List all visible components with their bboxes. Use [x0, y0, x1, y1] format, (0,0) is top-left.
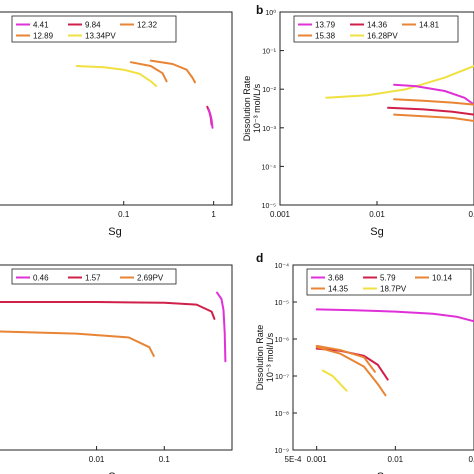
y-tick-label: 10⁻³ — [262, 126, 276, 133]
y-tick-label: 10⁻⁹ — [275, 448, 289, 455]
series-line-2.69PV — [0, 330, 155, 357]
series-line-12.32 — [149, 59, 196, 84]
legend-label: 14.81 — [419, 21, 440, 30]
x-tick-label: 0.1 — [118, 210, 130, 219]
y-axis-unit: 10⁻³ mol/L/s — [252, 83, 262, 133]
legend-label: 18.7PV — [380, 285, 407, 294]
x-tick-label: 0.1 — [468, 455, 474, 464]
panel-1: b 0.001 0.01 0.1 10⁰ 10⁻¹ 10⁻² 10⁻³ 10⁻⁴ 10⁻⁵ Sg Di… — [242, 3, 474, 238]
legend-label: 14.36 — [367, 21, 388, 30]
legend-box — [293, 15, 459, 43]
series-group — [0, 291, 227, 363]
x-tick-label: 0.1 — [468, 210, 474, 219]
legend-label: 13.79 — [315, 21, 336, 30]
legend-box — [11, 15, 177, 43]
series-line-4.41 — [207, 108, 214, 129]
y-tick-label: 10⁻⁴ — [262, 164, 277, 171]
series-line-13.79 — [393, 83, 474, 106]
panel-3: d 5E-4 0.001 0.01 0.1 10⁻⁴ 10⁻⁵ 10⁻⁶ 10⁻⁷ 10⁻⁸ 10⁻… — [255, 251, 474, 474]
series-line-14.81 — [393, 98, 474, 106]
y-tick-label: 10⁻² — [262, 87, 276, 94]
plot-frame — [292, 264, 474, 451]
x-axis-label: Sg — [108, 226, 121, 238]
legend-label: 5.79 — [380, 274, 396, 283]
y-tick-label: 10⁻⁴ — [275, 263, 290, 270]
legend-label: 9.84 — [85, 21, 101, 30]
series-line-1.57 — [0, 301, 216, 320]
legend-label: 12.32 — [137, 21, 158, 30]
series-line-14.35 — [315, 346, 387, 397]
x-axis-label: Sg — [108, 471, 121, 474]
y-tick-label: 10⁻⁷ — [275, 374, 289, 381]
y-tick-label: 10⁻⁶ — [275, 337, 289, 344]
series-line-16.28PV — [325, 65, 474, 99]
series-line-13.34PV — [75, 65, 158, 88]
series-group — [325, 65, 474, 122]
series-line-12.89 — [129, 61, 168, 83]
panel-2: 0.01 0.1 Sg 0.46 1.57 2.69PV — [0, 264, 233, 474]
x-tick-label: 1 — [211, 210, 216, 219]
x-tick-label: 0.01 — [388, 455, 404, 464]
x-tick-label: 0.001 — [270, 210, 291, 219]
x-tick-label: 5E-4 — [285, 455, 302, 464]
series-group — [75, 59, 214, 129]
legend-label: 15.38 — [315, 32, 336, 41]
y-axis-unit: 10⁻³ mol/L/s — [265, 332, 275, 382]
panel-0: 0.1 1 Sg 4.41 9.84 12.32 12.89 13.34PV — [0, 11, 233, 238]
series-line-14.36 — [387, 106, 474, 116]
legend-label: 3.68 — [328, 274, 344, 283]
legend-label: 16.28PV — [367, 32, 398, 41]
x-axis-label: Sg — [377, 471, 390, 474]
series-line-3.68 — [315, 308, 474, 323]
x-tick-label: 0.1 — [159, 455, 171, 464]
y-tick-label: 10⁻⁵ — [275, 300, 289, 307]
legend-label: 12.89 — [33, 32, 54, 41]
legend-label: 1.57 — [85, 274, 101, 283]
series-line-0.46 — [216, 291, 227, 363]
legend-box — [11, 268, 177, 285]
panel-label: b — [256, 3, 263, 17]
x-tick-label: 0.01 — [89, 455, 105, 464]
series-line-15.38 — [393, 113, 474, 122]
x-tick-label: 0.01 — [369, 210, 385, 219]
plot-frame — [0, 11, 233, 206]
y-tick-label: 10⁻⁵ — [262, 203, 276, 210]
series-line-10.14 — [315, 344, 376, 373]
legend-label: 14.35 — [328, 285, 349, 294]
legend-label: 2.69PV — [137, 274, 164, 283]
x-axis-label: Sg — [370, 226, 383, 238]
legend-label: 10.14 — [432, 274, 453, 283]
y-tick-label: 10⁻⁸ — [275, 411, 289, 418]
y-axis-label: Dissolution Rate — [242, 76, 252, 142]
x-tick-label: 0.001 — [307, 455, 328, 464]
plot-frame — [0, 264, 233, 451]
panel-label: d — [256, 251, 263, 265]
legend-label: 0.46 — [33, 274, 49, 283]
series-line-5.79 — [315, 347, 389, 381]
legend-label: 4.41 — [33, 21, 49, 30]
legend-box — [306, 268, 472, 296]
y-tick-label: 10⁻¹ — [262, 49, 276, 56]
series-group — [315, 308, 474, 397]
series-line-18.7PV — [321, 369, 348, 392]
y-tick-label: 10⁰ — [265, 9, 276, 17]
legend-label: 13.34PV — [85, 32, 116, 41]
y-axis-label: Dissolution Rate — [255, 325, 265, 391]
